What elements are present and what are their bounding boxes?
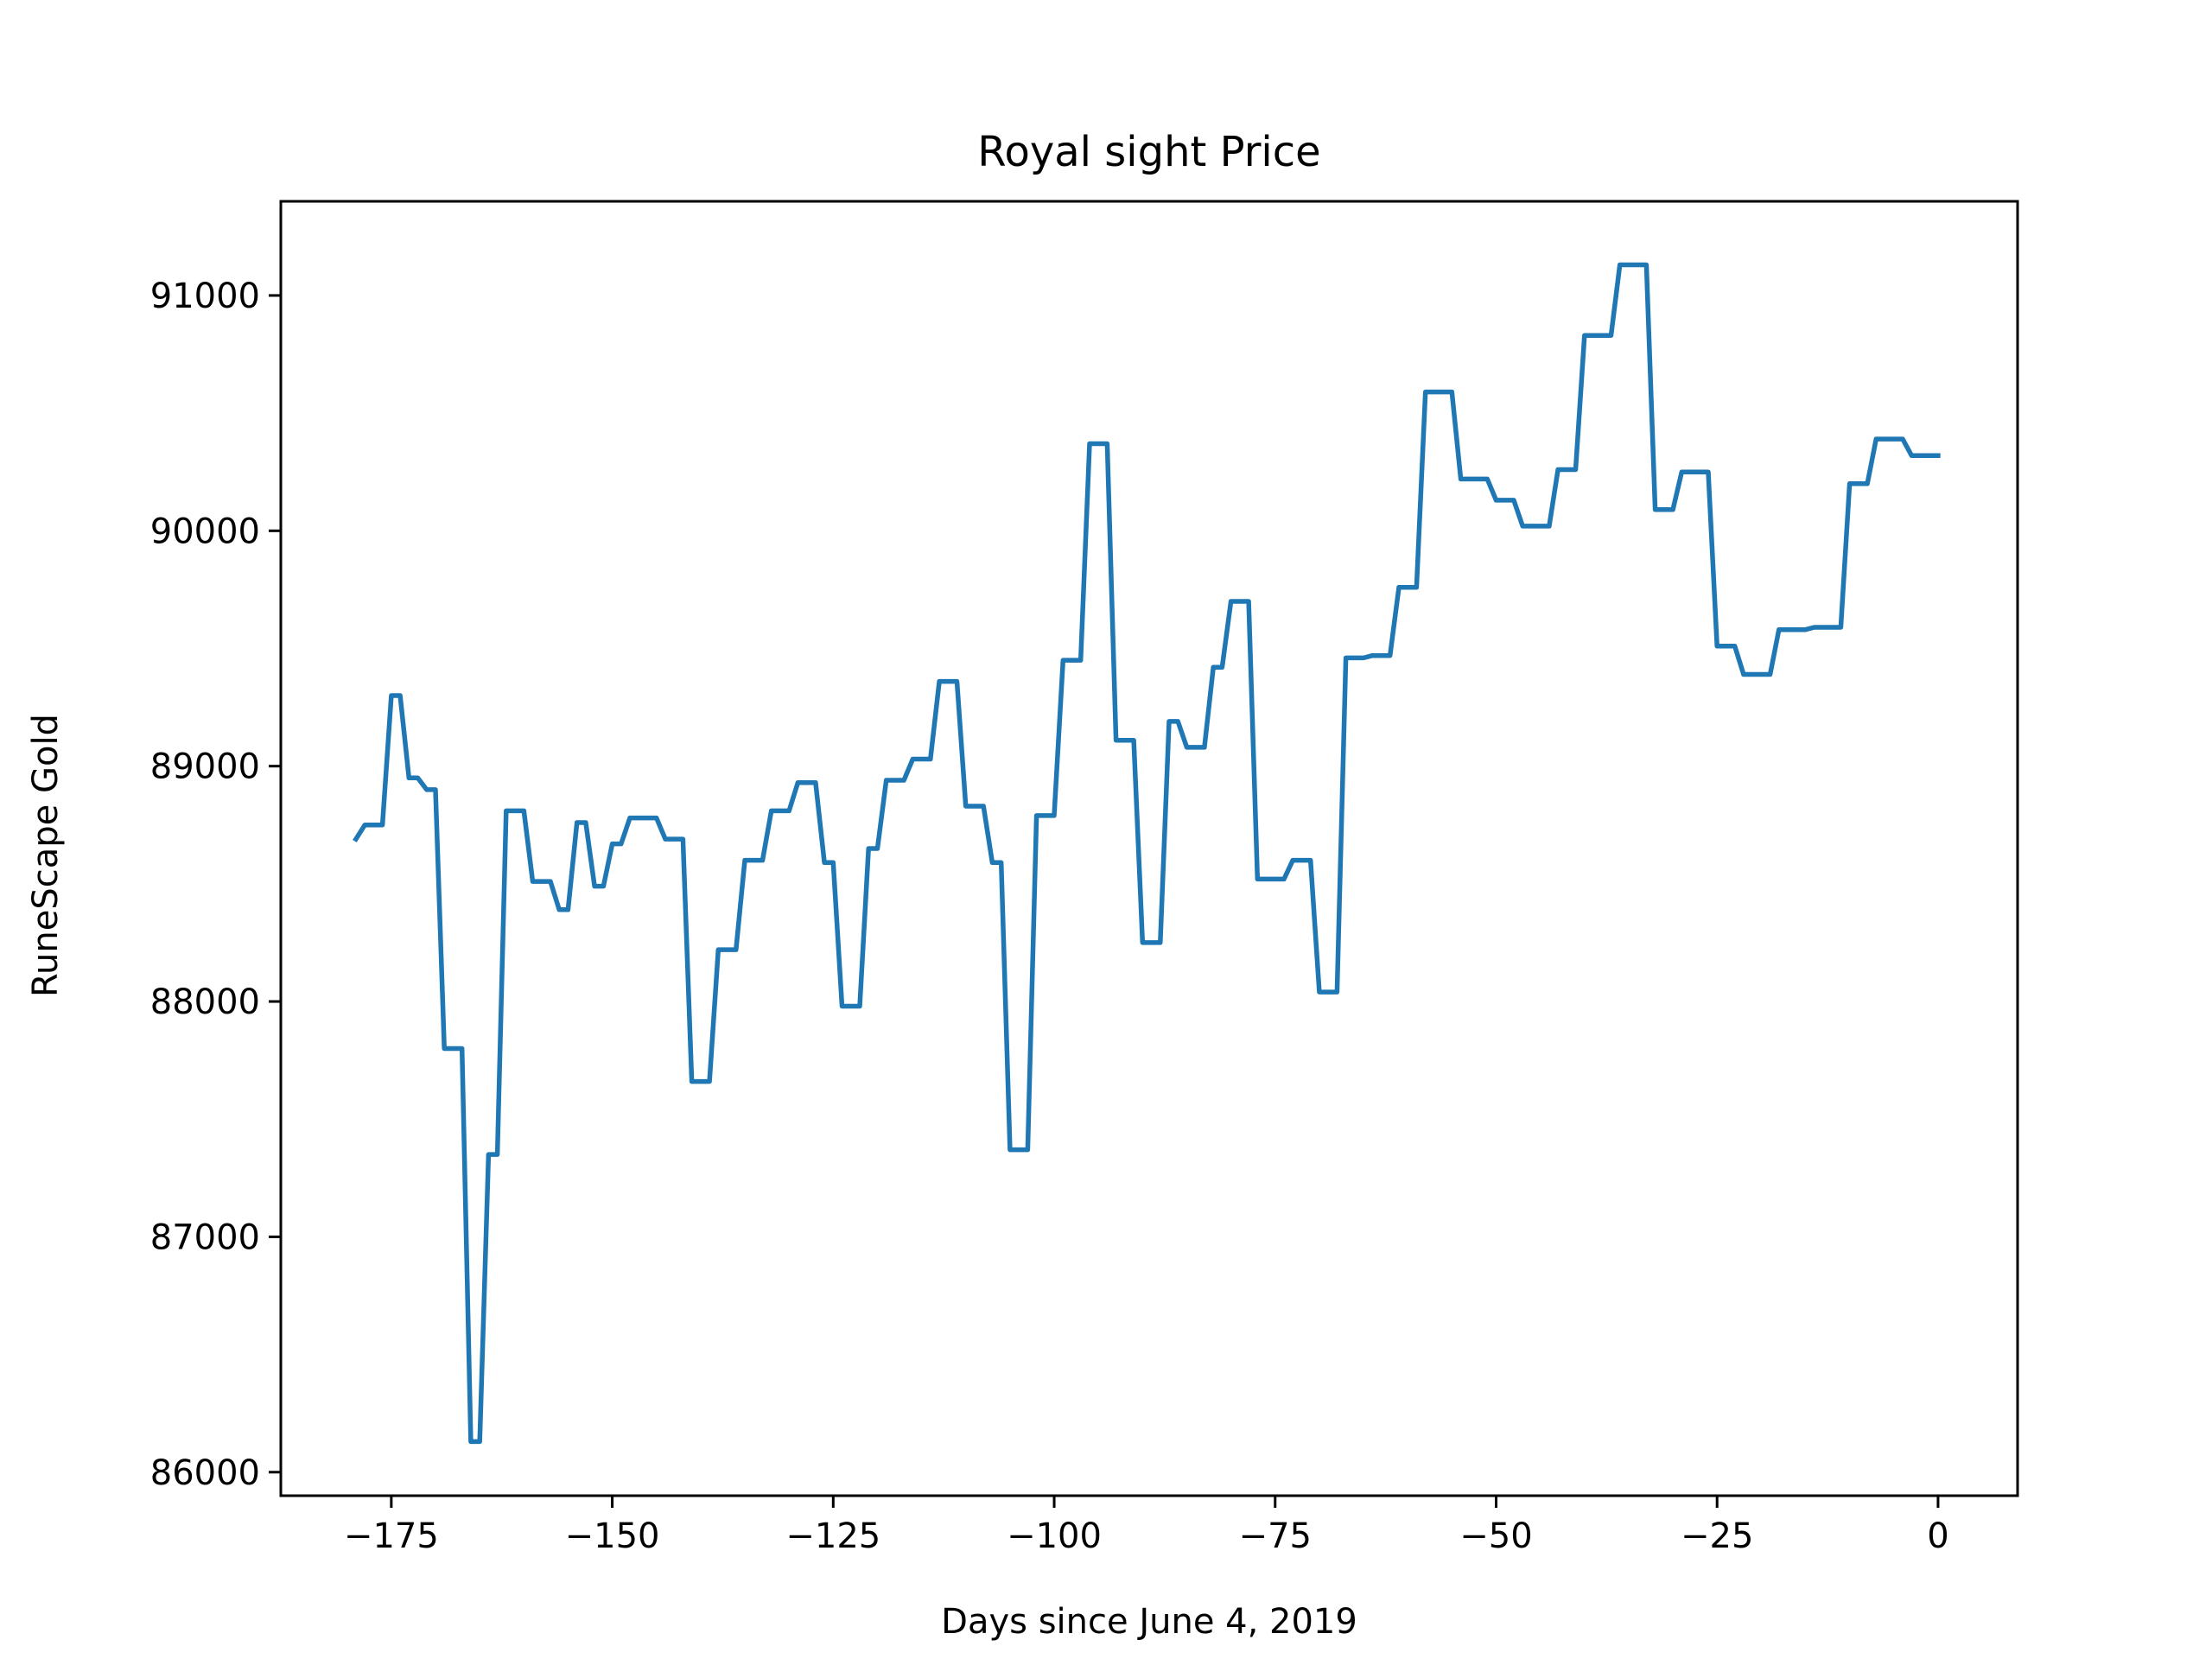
y-axis: 86000 87000 88000 89000 90000 91000 [150,276,281,1493]
plot-area [279,200,2019,1497]
y-tick-label: 86000 [150,1453,260,1493]
x-tick-label: −150 [565,1516,660,1556]
series-line-0 [353,262,1941,1445]
x-tick-label: −75 [1239,1516,1312,1556]
x-axis-label: Days since June 4, 2019 [941,1602,1357,1642]
y-tick-label: 88000 [150,982,260,1022]
plot-frame [279,200,2019,1497]
y-axis-label: RuneScape Gold [26,714,66,997]
x-tick-label: −50 [1459,1516,1532,1556]
y-tick-label: 89000 [150,747,260,787]
x-axis: −175 −150 −125 −100 −75 −50 −25 0 [344,1496,1949,1556]
x-tick-label: −25 [1681,1516,1753,1556]
x-tick-label: −125 [785,1516,880,1556]
y-tick-label: 91000 [150,276,260,316]
chart-title: Royal sight Price [977,128,1320,176]
x-tick-label: −175 [344,1516,439,1556]
y-tick-label: 90000 [150,512,260,551]
y-tick-label: 87000 [150,1217,260,1257]
x-tick-label: −100 [1007,1516,1102,1556]
x-tick-label: 0 [1927,1516,1948,1556]
